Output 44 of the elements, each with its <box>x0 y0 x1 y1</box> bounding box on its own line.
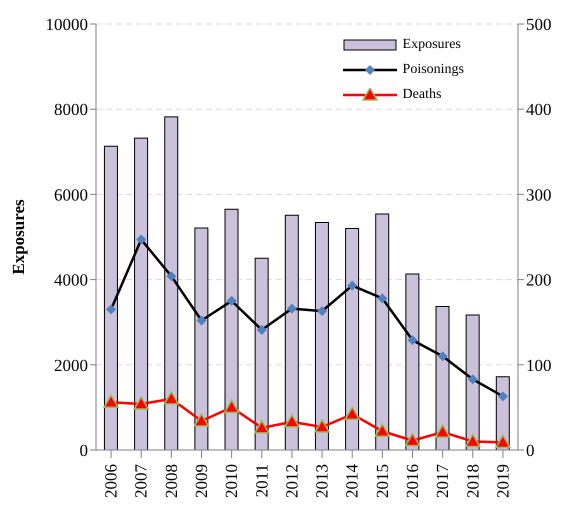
y2-tick-label: 200 <box>526 270 552 290</box>
point <box>344 406 360 420</box>
point <box>314 419 330 433</box>
x-tick-label: 2019 <box>493 464 512 498</box>
y2-tick-label: 300 <box>526 185 552 204</box>
point <box>374 424 390 438</box>
y-axis-title: Exposures <box>9 198 28 275</box>
y2-tick-label: 400 <box>526 100 552 120</box>
point <box>284 414 300 428</box>
point <box>164 391 180 405</box>
point <box>465 434 481 448</box>
point <box>194 413 210 427</box>
x-tick-label: 2010 <box>222 464 242 498</box>
y-tick-label: 10000 <box>46 15 88 34</box>
x-tick-label: 2006 <box>102 464 121 498</box>
point <box>254 420 270 434</box>
point <box>103 394 119 408</box>
y-tick-label: 8000 <box>54 100 88 120</box>
y-tick-label: 2000 <box>54 356 88 375</box>
x-tick-label: 2017 <box>433 464 452 498</box>
x-tick-label: 2015 <box>372 464 392 498</box>
x-tick-label: 2011 <box>252 464 272 498</box>
legend-label: Poisonings <box>402 62 464 78</box>
x-tick-label: 2009 <box>192 464 211 498</box>
legend-label: Exposures <box>402 36 461 52</box>
x-tick-label: 2008 <box>162 464 181 498</box>
point <box>434 424 450 438</box>
point <box>495 434 511 448</box>
legend-label: Deaths <box>402 86 442 102</box>
y-tick-label: 4000 <box>54 270 88 290</box>
y2-tick-label: 0 <box>526 441 534 460</box>
point <box>133 396 149 410</box>
y2-tick-label: 500 <box>526 15 552 34</box>
point <box>404 432 420 446</box>
x-tick-label: 2013 <box>312 464 332 498</box>
x-tick-label: 2018 <box>463 464 482 498</box>
x-tick-label: 2012 <box>282 464 302 498</box>
point <box>224 400 240 414</box>
y2-tick-label: 100 <box>526 356 552 375</box>
x-tick-label: 2016 <box>403 464 422 498</box>
y-tick-label: 0 <box>80 441 88 460</box>
x-tick-label: 2014 <box>342 464 362 498</box>
y-tick-label: 6000 <box>54 185 88 204</box>
x-tick-label: 2007 <box>132 464 151 498</box>
